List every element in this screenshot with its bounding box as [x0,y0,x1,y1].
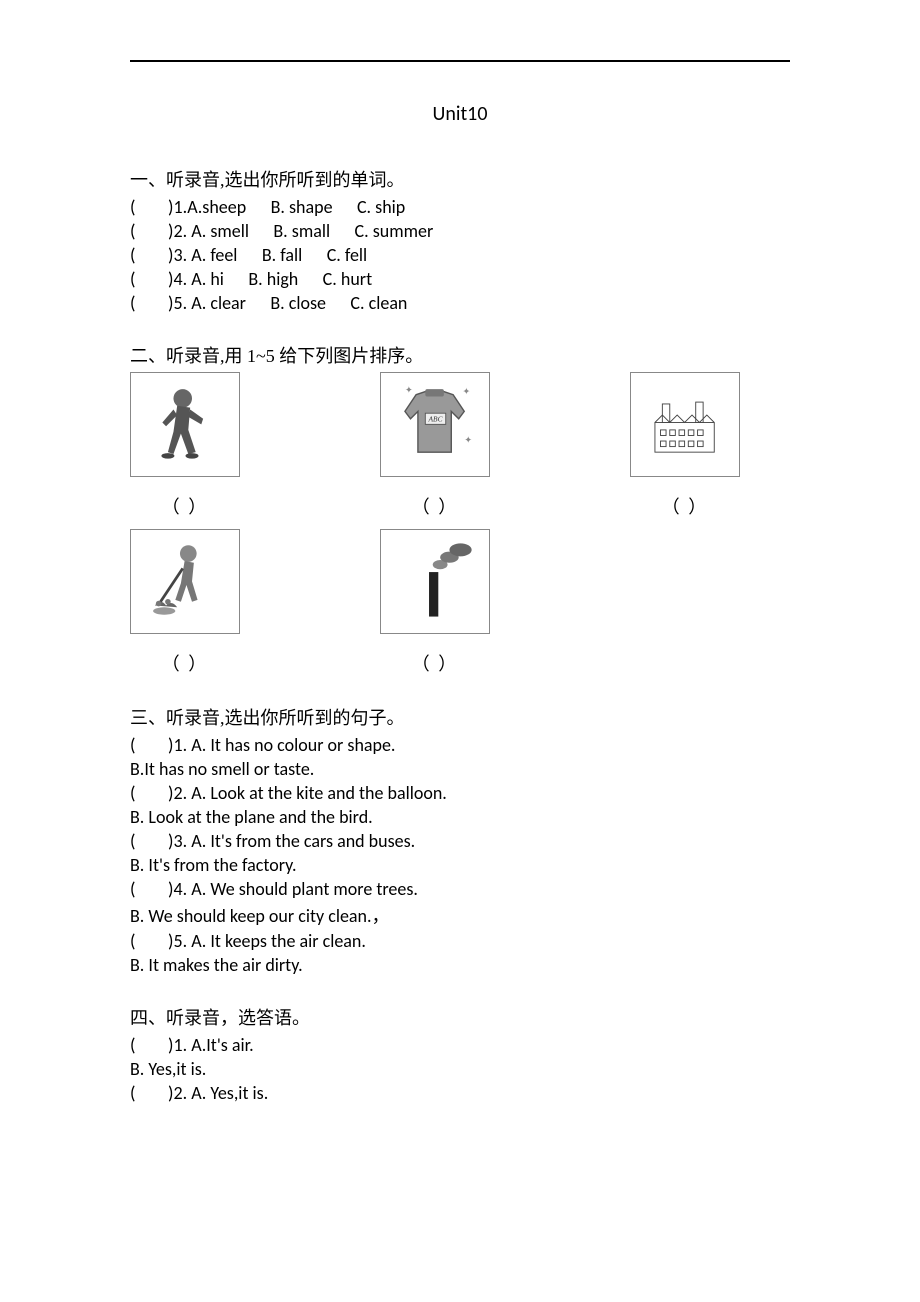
image-box-sweater: ABC ✦ ✦ ✦ [380,372,490,477]
question-line-a: ( )4. A. We should plant more trees. [130,878,790,900]
boy-walking-icon [136,378,233,471]
section-4: 四、听录音，选答语。 ( )1. A.It's air.B. Yes,it is… [130,1004,790,1104]
sweater-icon: ABC ✦ ✦ ✦ [386,378,483,471]
question-line: ( )4. A. hi B. high C. hurt [130,268,790,290]
image-cell-5: （ ） [380,529,490,676]
chimney-smoke-icon [386,535,483,628]
image-box-planting [130,529,240,634]
worksheet-page: Unit10 一、听录音,选出你所听到的单词。 ( )1.A.sheep B. … [0,0,920,1192]
top-rule [130,60,790,62]
paren-5: （ ） [380,650,490,676]
image-cell-2: ABC ✦ ✦ ✦ （ ） [380,372,490,519]
question-line-b: B. It's from the factory. [130,854,790,876]
planting-icon [136,535,233,628]
question-line-b: B. Look at the plane and the bird. [130,806,790,828]
paren-3: （ ） [630,493,740,519]
question-line-a: ( )1. A. It has no colour or shape. [130,734,790,756]
question-line-b: B. We should keep our city clean.， [130,902,790,928]
question-line: ( )5. A. clear B. close C. clean [130,292,790,314]
question-line-a: ( )2. A. Look at the kite and the balloo… [130,782,790,804]
question-line: ( )1.A.sheep B. shape C. ship [130,196,790,218]
section-3: 三、听录音,选出你所听到的句子。 ( )1. A. It has no colo… [130,704,790,976]
section-2-heading: 二、听录音,用 1~5 给下列图片排序。 [130,342,790,368]
section-1-heading: 一、听录音,选出你所听到的单词。 [130,166,790,192]
section-4-heading: 四、听录音，选答语。 [130,1004,790,1030]
image-cell-1: （ ） [130,372,240,519]
image-cell-3: （ ） [630,372,740,519]
question-line-b: B. It makes the air dirty. [130,954,790,976]
image-box-factory [630,372,740,477]
section-1: 一、听录音,选出你所听到的单词。 ( )1.A.sheep B. shape C… [130,166,790,314]
image-row-2: （ ） （ ） [130,529,790,676]
image-row-1: （ ） ABC ✦ ✦ ✦ （ ） [130,372,790,519]
section-3-heading: 三、听录音,选出你所听到的句子。 [130,704,790,730]
question-line-a: ( )1. A.It's air. [130,1034,790,1056]
svg-text:✦: ✦ [405,386,413,396]
image-box-boy-walking [130,372,240,477]
question-line-b: B.It has no smell or taste. [130,758,790,780]
section-2: 二、听录音,用 1~5 给下列图片排序。 （ ） [130,342,790,676]
svg-text:✦: ✦ [465,436,473,446]
factory-icon [636,378,733,471]
question-line-a: ( )2. A. Yes,it is. [130,1082,790,1104]
paren-4: （ ） [130,650,240,676]
paren-1: （ ） [130,493,240,519]
paren-2: （ ） [380,493,490,519]
image-box-chimney [380,529,490,634]
question-line-a: ( )3. A. It's from the cars and buses. [130,830,790,852]
svg-text:ABC: ABC [428,415,444,424]
question-line: ( )3. A. feel B. fall C. fell [130,244,790,266]
question-line-a: ( )5. A. It keeps the air clean. [130,930,790,952]
image-cell-4: （ ） [130,529,240,676]
svg-text:✦: ✦ [463,388,471,398]
question-line: ( )2. A. smell B. small C. summer [130,220,790,242]
question-line-b: B. Yes,it is. [130,1058,790,1080]
unit-title: Unit10 [130,102,790,126]
